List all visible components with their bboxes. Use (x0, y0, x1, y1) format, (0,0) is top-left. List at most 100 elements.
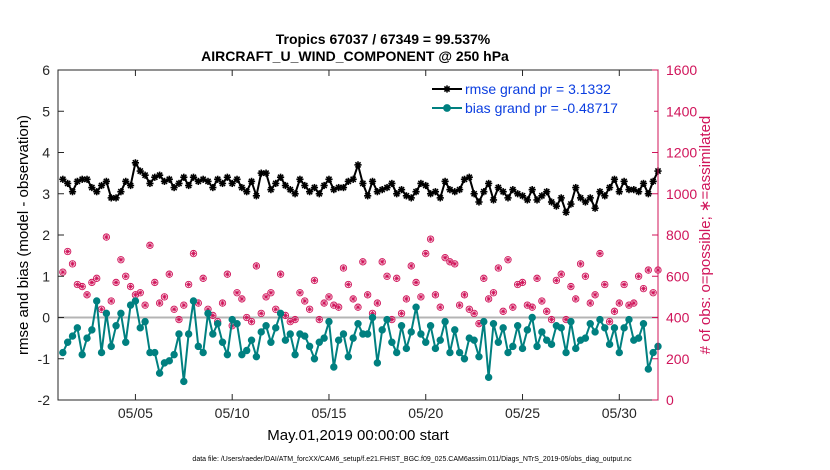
rmse-point-d2 (69, 188, 76, 195)
y-tick-label: 0 (42, 310, 50, 326)
y-axis-right: 0 200 400 600 800 1000 1200 1400 1600 (652, 62, 697, 408)
obs-assimilated-point-d2 (268, 290, 273, 295)
bias-point (330, 363, 338, 371)
rmse-point-d2 (596, 188, 604, 195)
bias-point (247, 336, 256, 344)
rmse-point-d2 (287, 186, 294, 193)
obs-assimilated-point (234, 290, 240, 296)
rmse-point-d2 (209, 184, 216, 191)
rmse-point (131, 159, 140, 167)
obs-assimilated-point (186, 282, 192, 287)
obs-possible-point (83, 291, 91, 299)
legend-bias-marker (443, 104, 451, 112)
rmse-point (528, 186, 536, 194)
rmse-point-d2 (388, 180, 396, 187)
rmse-point (572, 183, 580, 192)
obs-possible-point (431, 291, 440, 299)
obs-assimilated-point (118, 257, 124, 263)
obs-possible-point (615, 299, 623, 307)
rmse-point (349, 175, 357, 183)
bias-point (199, 348, 207, 357)
obs-assimilated-point (200, 275, 206, 281)
bias-point (615, 348, 623, 357)
obs-assimilated-point-d2 (264, 294, 269, 299)
obs-possible-point (596, 249, 604, 258)
bias-point (184, 330, 193, 338)
bias-point (213, 319, 222, 328)
obs-assimilated-point-d2 (128, 284, 133, 289)
obs-possible-point (538, 297, 546, 305)
obs-possible-point (73, 280, 82, 289)
obs-assimilated-point (471, 310, 477, 316)
obs-assimilated-point-d2 (559, 272, 564, 277)
rmse-point (649, 177, 657, 185)
obs-assimilated-point-d2 (220, 301, 225, 306)
obs-possible-point (572, 295, 580, 303)
obs-assimilated-point (336, 304, 342, 310)
rmse-point-d2 (403, 192, 410, 199)
obs-assimilated-point (321, 300, 327, 306)
obs-assimilated-point-d2 (544, 309, 549, 314)
obs-assimilated-point-d2 (622, 282, 627, 287)
rmse-point-d2 (320, 182, 328, 189)
rmse-point (281, 181, 290, 190)
obs-possible-point (634, 272, 643, 280)
obs-assimilated-point-d2 (109, 298, 114, 304)
obs-possible-point (591, 291, 599, 299)
obs-assimilated-point (491, 290, 496, 296)
bias-point (107, 342, 115, 351)
rmse-point (146, 179, 154, 188)
obs-assimilated-point (263, 294, 269, 300)
rmse-point (620, 177, 628, 185)
obs-assimilated-point (103, 234, 109, 240)
bias-point (204, 309, 212, 318)
obs-assimilated-point-d2 (438, 305, 443, 310)
rmse-point-d2 (616, 188, 623, 195)
obs-assimilated-point (89, 280, 95, 285)
bias-point (523, 326, 532, 334)
obs-assimilated-point (408, 263, 414, 269)
obs-assimilated-point-d2 (312, 278, 317, 283)
bias-point (233, 319, 241, 328)
rmse-point (243, 188, 251, 196)
obs-assimilated-point-d2 (428, 237, 433, 242)
rmse-point (83, 175, 91, 183)
obs-assimilated-point-d2 (355, 305, 361, 310)
obs-possible-point (276, 270, 285, 278)
bias-point (228, 315, 236, 324)
obs-assimilated-point (65, 249, 71, 254)
rmse-point (504, 194, 512, 202)
rmse-point (122, 177, 130, 185)
bias-point (122, 338, 130, 346)
obs-assimilated-point-d2 (152, 280, 157, 285)
bias-point (88, 326, 96, 334)
obs-assimilated-point-d2 (612, 309, 617, 314)
obs-possible-point (620, 280, 628, 289)
bias-point (83, 334, 91, 342)
obs-assimilated-point-d2 (225, 272, 230, 277)
obs-possible-point (397, 309, 406, 318)
obs-assimilated-point-d2 (273, 307, 278, 312)
obs-possible-point (349, 295, 357, 303)
rmse-point (354, 161, 362, 169)
rmse-point-d2 (233, 176, 241, 183)
rmse-point-d2 (146, 180, 154, 187)
rmse-point-d2 (185, 182, 192, 189)
bias-point (470, 336, 478, 344)
obs-possible-point (518, 278, 527, 287)
obs-possible-point (412, 278, 420, 287)
obs-possible-point (310, 276, 319, 285)
obs-possible-point (576, 260, 585, 268)
obs-assimilated-point-d2 (239, 296, 244, 301)
rmse-point (591, 204, 599, 212)
obs-possible-point (315, 315, 323, 324)
rmse-point-d2 (456, 186, 463, 193)
obs-assimilated-point-d2 (491, 290, 496, 295)
obs-assimilated-point (166, 271, 172, 277)
bias-point (112, 322, 120, 330)
obs-possible-point (586, 299, 594, 307)
obs-assimilated-point (345, 282, 351, 287)
bias-point (504, 348, 512, 357)
rmse-point-d2 (398, 186, 405, 193)
obs-assimilated-point-d2 (123, 274, 128, 279)
